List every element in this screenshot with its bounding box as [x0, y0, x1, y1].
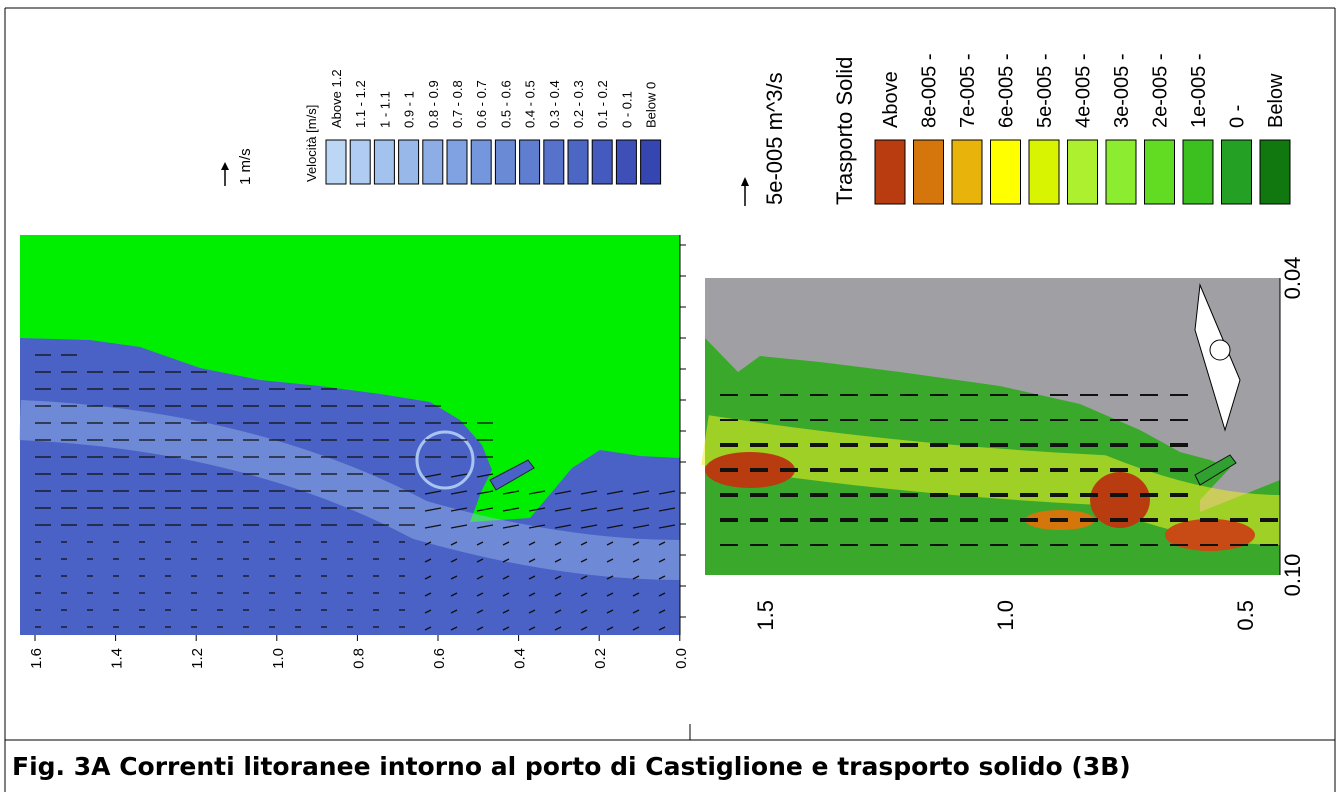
legend-swatch: [991, 140, 1021, 204]
x-tick-label: 1.2: [189, 648, 206, 669]
legend-swatch: [423, 140, 443, 184]
legend-swatch: [914, 140, 944, 204]
legend-label: 0 -: [1227, 105, 1249, 128]
x-tick-label: 1.4: [109, 648, 126, 669]
legend-swatch: [520, 140, 540, 184]
x-tick-label: 0.4: [512, 648, 529, 669]
x-tick-label: 0.2: [592, 648, 609, 669]
legend-label: 0.4 - 0.5: [523, 80, 538, 128]
legend-swatch: [471, 140, 491, 184]
legend-swatch: [568, 140, 588, 184]
legend-label: 8e-005 -: [919, 54, 941, 129]
legend-label: 1e-005 -: [1188, 54, 1210, 129]
legend: Above 1.2 1.1 - 1.2 1 - 1.1 0.9 - 1 0.8 - 0.…: [326, 69, 661, 184]
legend-label: 5e-005 -: [1034, 54, 1056, 129]
legend-label: 3e-005 -: [1111, 54, 1133, 129]
legend-label: 1 - 1.1: [377, 91, 392, 128]
legend-swatch: [544, 140, 564, 184]
legend-label: 0 - 0.1: [619, 91, 634, 128]
x-tick-label: 1.0: [993, 600, 1018, 631]
legend-label: Below: [1265, 73, 1287, 128]
y-tick-label: 0.10: [1280, 554, 1305, 597]
legend-swatch: [374, 140, 394, 184]
scale-label: 1 m/s: [237, 148, 254, 185]
y-tick-label: 0.04: [1280, 257, 1305, 300]
x-tick-label: 0.6: [431, 648, 448, 669]
legend-title: Velocità [m/s]: [304, 105, 319, 182]
legend-swatch: [592, 140, 612, 184]
legend-label: Above: [880, 71, 902, 128]
legend-title: Trasporto Solid: [832, 57, 857, 205]
legend-label: 1.1 - 1.2: [353, 80, 368, 128]
legend-label: 2e-005 -: [1150, 54, 1172, 129]
legend: Above 8e-005 - 7e-005 - 6e-005 - 5e-005 - 4e-…: [875, 54, 1290, 205]
legend-label: Above 1.2: [329, 69, 344, 128]
legend-swatch: [1068, 140, 1098, 204]
hotspot: [1165, 519, 1255, 551]
legend-swatch: [447, 140, 467, 184]
x-tick-label: 1.0: [270, 648, 287, 669]
legend-swatch: [326, 140, 346, 184]
scale-arrow-head: [741, 177, 749, 186]
legend-swatch: [399, 140, 419, 184]
legend-swatch: [616, 140, 636, 184]
legend-label: 0.3 - 0.4: [547, 80, 562, 128]
legend-swatch: [495, 140, 515, 184]
scale-label: 5e-005 m^3/s: [762, 72, 787, 205]
x-tick-label: 0.5: [1233, 600, 1258, 631]
legend-swatch: [1222, 140, 1252, 204]
legend-swatch: [875, 140, 905, 204]
x-tick-label: 0.8: [350, 648, 367, 669]
x-tick-label: 1.5: [753, 600, 778, 631]
x-tick-label: 0.0: [673, 648, 690, 669]
legend-swatch: [1145, 140, 1175, 204]
legend-label: 0.5 - 0.6: [498, 80, 513, 128]
legend-label: 4e-005 -: [1073, 54, 1095, 129]
legend-label: 0.9 - 1: [402, 91, 417, 128]
legend-label: 0.1 - 0.2: [595, 80, 610, 128]
legend-label: 0.8 - 0.9: [426, 80, 441, 128]
legend-label: 7e-005 -: [957, 54, 979, 129]
figure: 1 m/s Velocità [m/s] 5e-005 m^3/s Traspo…: [0, 0, 1343, 792]
legend-swatch: [1106, 140, 1136, 204]
legend-swatch: [350, 140, 370, 184]
legend-swatch: [641, 140, 661, 184]
scale-arrow-head: [221, 162, 229, 170]
x-tick-label: 1.6: [28, 648, 45, 669]
legend-label: Below 0: [644, 82, 659, 128]
north-arrow-dot: [1210, 340, 1230, 360]
legend-swatch: [1029, 140, 1059, 204]
legend-label: 0.6 - 0.7: [474, 80, 489, 128]
legend-swatch: [1183, 140, 1213, 204]
legend-label: 6e-005 -: [996, 54, 1018, 129]
legend-label: 0.2 - 0.3: [571, 80, 586, 128]
legend-swatch: [952, 140, 982, 204]
caption: Fig. 3A Correnti litoranee intorno al po…: [12, 752, 1131, 781]
legend-swatch: [1260, 140, 1290, 204]
legend-label: 0.7 - 0.8: [450, 80, 465, 128]
